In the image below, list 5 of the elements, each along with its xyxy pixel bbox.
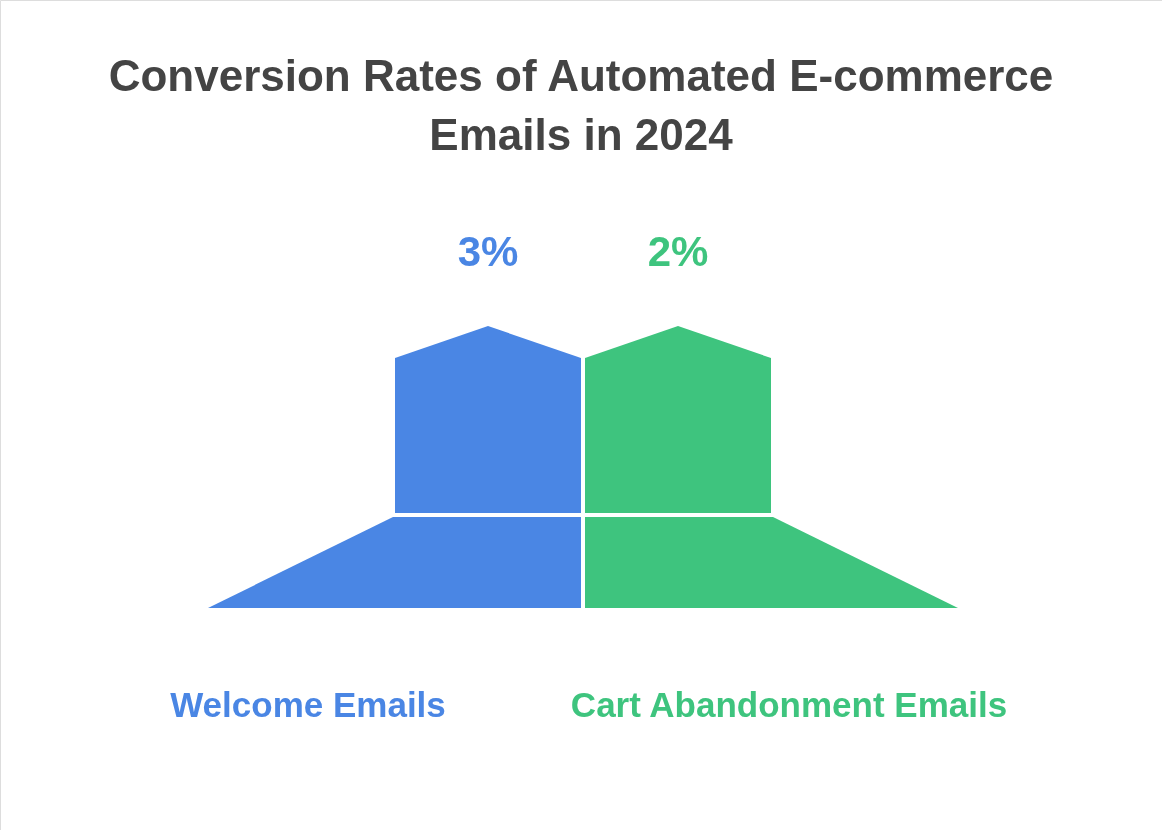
data-label: 3% xyxy=(457,228,519,275)
category-label: Welcome Emails xyxy=(170,685,446,724)
text: Conversion Rates of Automated E-commerce Emails in 2024 xyxy=(108,51,1054,159)
data-label: 2% xyxy=(647,228,709,275)
category-label: Cart Abandonment Emails xyxy=(570,685,1008,724)
